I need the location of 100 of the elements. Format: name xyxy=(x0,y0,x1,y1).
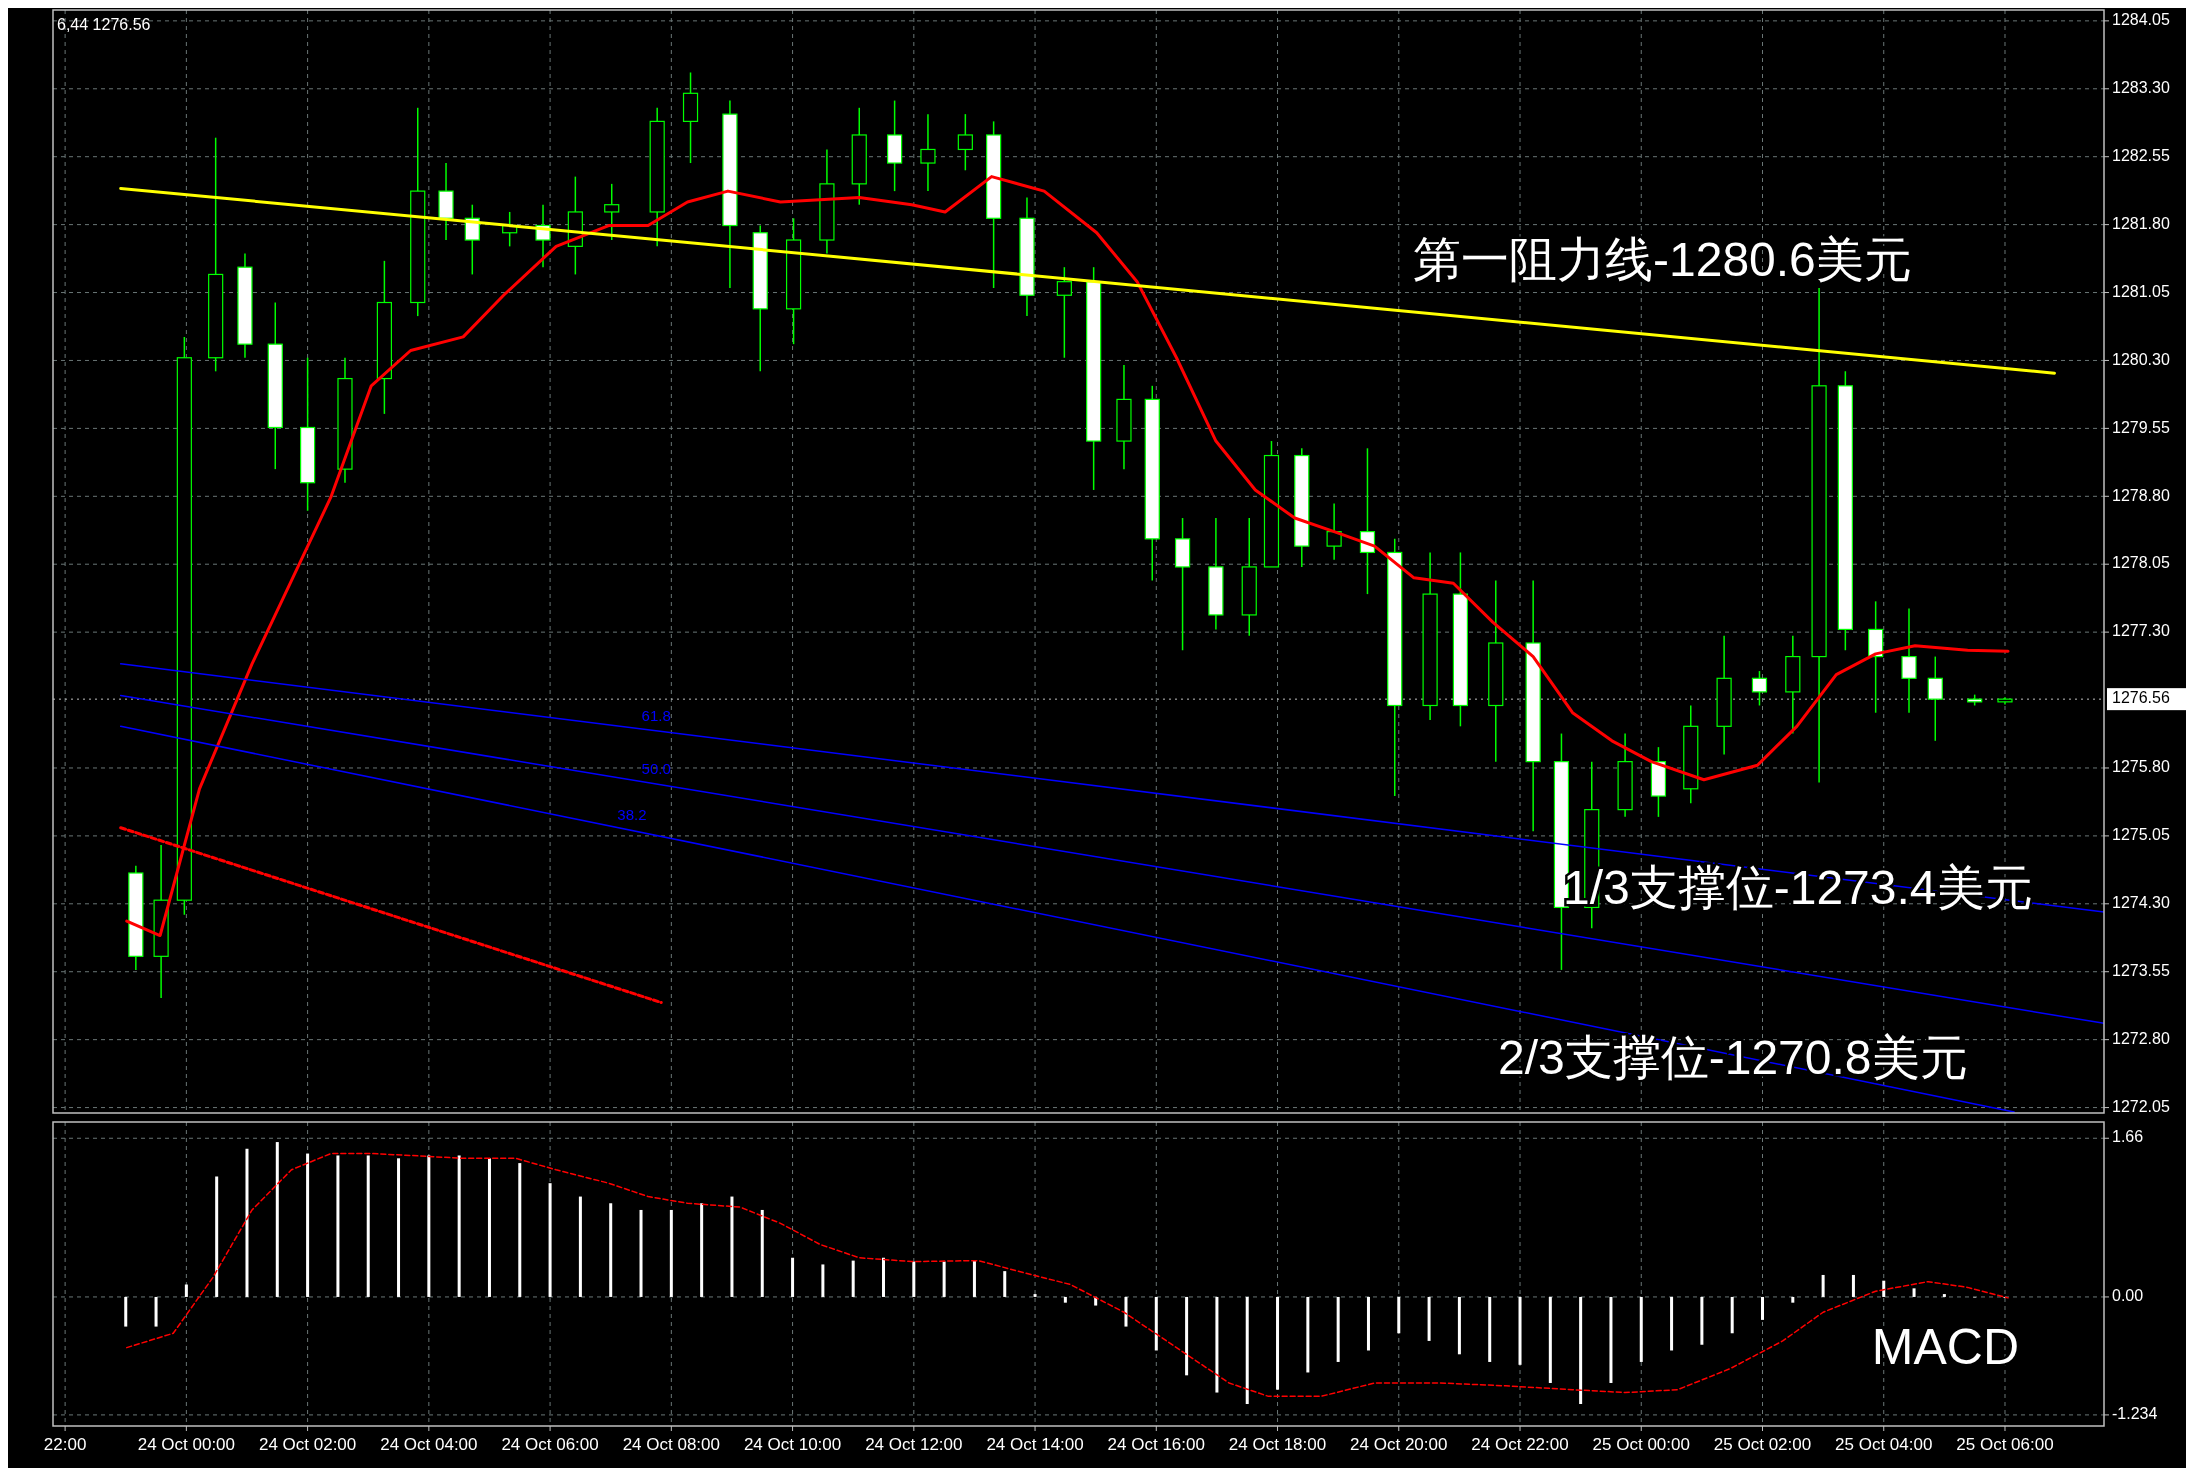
bar xyxy=(760,1209,764,1297)
bar xyxy=(1366,1296,1370,1351)
bar xyxy=(548,1183,552,1297)
bar xyxy=(1851,1274,1855,1297)
bar xyxy=(1670,1296,1674,1351)
bar xyxy=(1639,1296,1643,1362)
bar xyxy=(457,1155,461,1297)
y-tick-label: 1272.05 xyxy=(2112,1097,2170,1115)
bar xyxy=(1488,1296,1492,1362)
annotation: MACD xyxy=(1871,1319,2019,1376)
bar xyxy=(397,1158,401,1297)
bar xyxy=(1730,1296,1734,1334)
y-tick-label: 1275.80 xyxy=(2112,758,2170,776)
y-tick-label: 1284.05 xyxy=(2112,11,2170,29)
y-tick-label: -1.234 xyxy=(2112,1405,2158,1423)
bar xyxy=(1821,1274,1825,1297)
x-tick-label: 24 Oct 00:00 xyxy=(137,1435,236,1455)
bar xyxy=(306,1153,310,1297)
bar xyxy=(275,1142,279,1297)
series-label: 38.2 xyxy=(617,806,647,824)
bar xyxy=(1761,1296,1764,1320)
bar xyxy=(1609,1296,1613,1383)
y-tick-label: 1280.30 xyxy=(2112,350,2170,368)
x-tick-label: 24 Oct 16:00 xyxy=(1107,1435,1205,1455)
bar xyxy=(1033,1294,1037,1297)
bar xyxy=(1548,1296,1552,1383)
y-tick-label: 1274.30 xyxy=(2112,894,2170,912)
bar xyxy=(700,1203,704,1297)
ref-line-label: 1276.56 xyxy=(2112,689,2170,707)
bar xyxy=(972,1260,976,1297)
y-tick-label: 1279.55 xyxy=(2112,418,2170,436)
bar xyxy=(518,1163,522,1297)
bar xyxy=(609,1203,613,1297)
bar xyxy=(942,1261,946,1297)
bar xyxy=(1336,1296,1340,1362)
y-tick-label: 1281.05 xyxy=(2112,282,2170,300)
x-tick-label: 24 Oct 06:00 xyxy=(501,1435,599,1455)
bar xyxy=(1063,1296,1067,1303)
x-tick-label: 22:00 xyxy=(43,1435,87,1455)
bar xyxy=(851,1260,855,1297)
x-tick-label: 25 Oct 06:00 xyxy=(1956,1435,2054,1455)
bar xyxy=(124,1296,128,1327)
x-tick-label: 24 Oct 22:00 xyxy=(1471,1435,1569,1455)
x-tick-label: 24 Oct 04:00 xyxy=(380,1435,478,1455)
bar xyxy=(730,1196,734,1297)
x-tick-label: 25 Oct 00:00 xyxy=(1592,1435,1690,1455)
y-tick-label: 1272.80 xyxy=(2112,1029,2170,1047)
bar xyxy=(1215,1296,1219,1393)
y-tick-label: 1278.80 xyxy=(2112,486,2170,504)
x-tick-label: 24 Oct 12:00 xyxy=(865,1435,963,1455)
bar xyxy=(1003,1271,1007,1297)
y-tick-label: 1275.05 xyxy=(2112,826,2170,844)
bar xyxy=(1579,1296,1583,1405)
series-label: 50.0 xyxy=(641,760,671,778)
bar xyxy=(791,1257,795,1297)
bar xyxy=(1154,1296,1158,1351)
x-tick-label: 25 Oct 04:00 xyxy=(1835,1435,1933,1455)
bar xyxy=(639,1209,643,1297)
bar xyxy=(154,1296,158,1327)
bar xyxy=(1518,1296,1522,1365)
bar xyxy=(1276,1296,1280,1390)
annotation: 第一阻力线-1280.6美元 xyxy=(1413,232,1912,286)
x-tick-label: 24 Oct 10:00 xyxy=(743,1435,842,1455)
y-tick-label: 1.66 xyxy=(2112,1128,2144,1146)
bar xyxy=(487,1158,491,1297)
bar xyxy=(1700,1296,1704,1345)
bar xyxy=(366,1155,370,1297)
annotation: 6,44 1276.56 xyxy=(57,16,151,34)
x-tick-label: 25 Oct 02:00 xyxy=(1713,1435,1812,1455)
x-tick-label: 24 Oct 02:00 xyxy=(258,1435,357,1455)
y-tick-label: 1277.30 xyxy=(2112,622,2170,640)
bar xyxy=(912,1261,916,1297)
bar xyxy=(215,1176,219,1297)
bar xyxy=(1457,1296,1461,1355)
bar xyxy=(882,1257,885,1297)
bar xyxy=(1942,1294,1946,1297)
x-tick-label: 24 Oct 20:00 xyxy=(1350,1435,1448,1455)
x-tick-label: 24 Oct 14:00 xyxy=(986,1435,1084,1455)
bar xyxy=(1124,1296,1128,1327)
bar xyxy=(669,1209,673,1297)
series-label: 61.8 xyxy=(641,706,671,724)
bar xyxy=(578,1196,582,1297)
x-tick-label: 24 Oct 18:00 xyxy=(1228,1435,1327,1455)
bar xyxy=(1791,1296,1795,1303)
bar xyxy=(427,1155,431,1297)
x-tick-label: 24 Oct 08:00 xyxy=(622,1435,720,1455)
bar xyxy=(1245,1296,1249,1405)
y-tick-label: 1278.05 xyxy=(2112,554,2170,572)
bar xyxy=(336,1155,340,1297)
bar xyxy=(1397,1296,1401,1334)
bar xyxy=(1306,1296,1310,1373)
bar xyxy=(1912,1288,1916,1297)
bar xyxy=(1427,1296,1431,1341)
y-tick-label: 1283.30 xyxy=(2112,79,2170,97)
bar xyxy=(1185,1296,1189,1376)
bar xyxy=(184,1284,188,1297)
bar xyxy=(821,1264,825,1297)
y-tick-label: 0.00 xyxy=(2112,1287,2144,1305)
bar xyxy=(245,1148,249,1297)
y-tick-label: 1273.55 xyxy=(2112,961,2170,979)
